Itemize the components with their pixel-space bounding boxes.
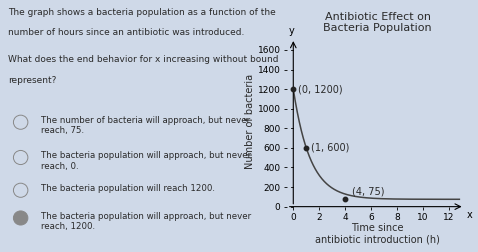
Text: The bacteria population will reach 1200.: The bacteria population will reach 1200. xyxy=(41,184,215,193)
Text: The bacteria population will approach, but never
reach, 1200.: The bacteria population will approach, b… xyxy=(41,212,251,231)
Text: (4, 75): (4, 75) xyxy=(352,186,384,197)
X-axis label: Time since
antibiotic introduction (h): Time since antibiotic introduction (h) xyxy=(315,223,440,245)
Text: What does the end behavior for x increasing without bound: What does the end behavior for x increas… xyxy=(8,55,278,65)
Text: (1, 600): (1, 600) xyxy=(312,143,350,153)
Text: represent?: represent? xyxy=(8,76,56,85)
Text: The bacteria population will approach, but never
reach, 0.: The bacteria population will approach, b… xyxy=(41,151,251,171)
Y-axis label: Number of bacteria: Number of bacteria xyxy=(245,73,255,169)
Text: number of hours since an antibiotic was introduced.: number of hours since an antibiotic was … xyxy=(8,28,244,37)
Text: x: x xyxy=(467,210,473,219)
Text: y: y xyxy=(289,26,295,36)
Circle shape xyxy=(13,211,28,225)
Title: Antibiotic Effect on
Bacteria Population: Antibiotic Effect on Bacteria Population xyxy=(323,12,432,33)
Text: The graph shows a bacteria population as a function of the: The graph shows a bacteria population as… xyxy=(8,8,275,17)
Text: The number of bacteria will approach, but never
reach, 75.: The number of bacteria will approach, bu… xyxy=(41,116,250,135)
Text: (0, 1200): (0, 1200) xyxy=(298,84,343,94)
